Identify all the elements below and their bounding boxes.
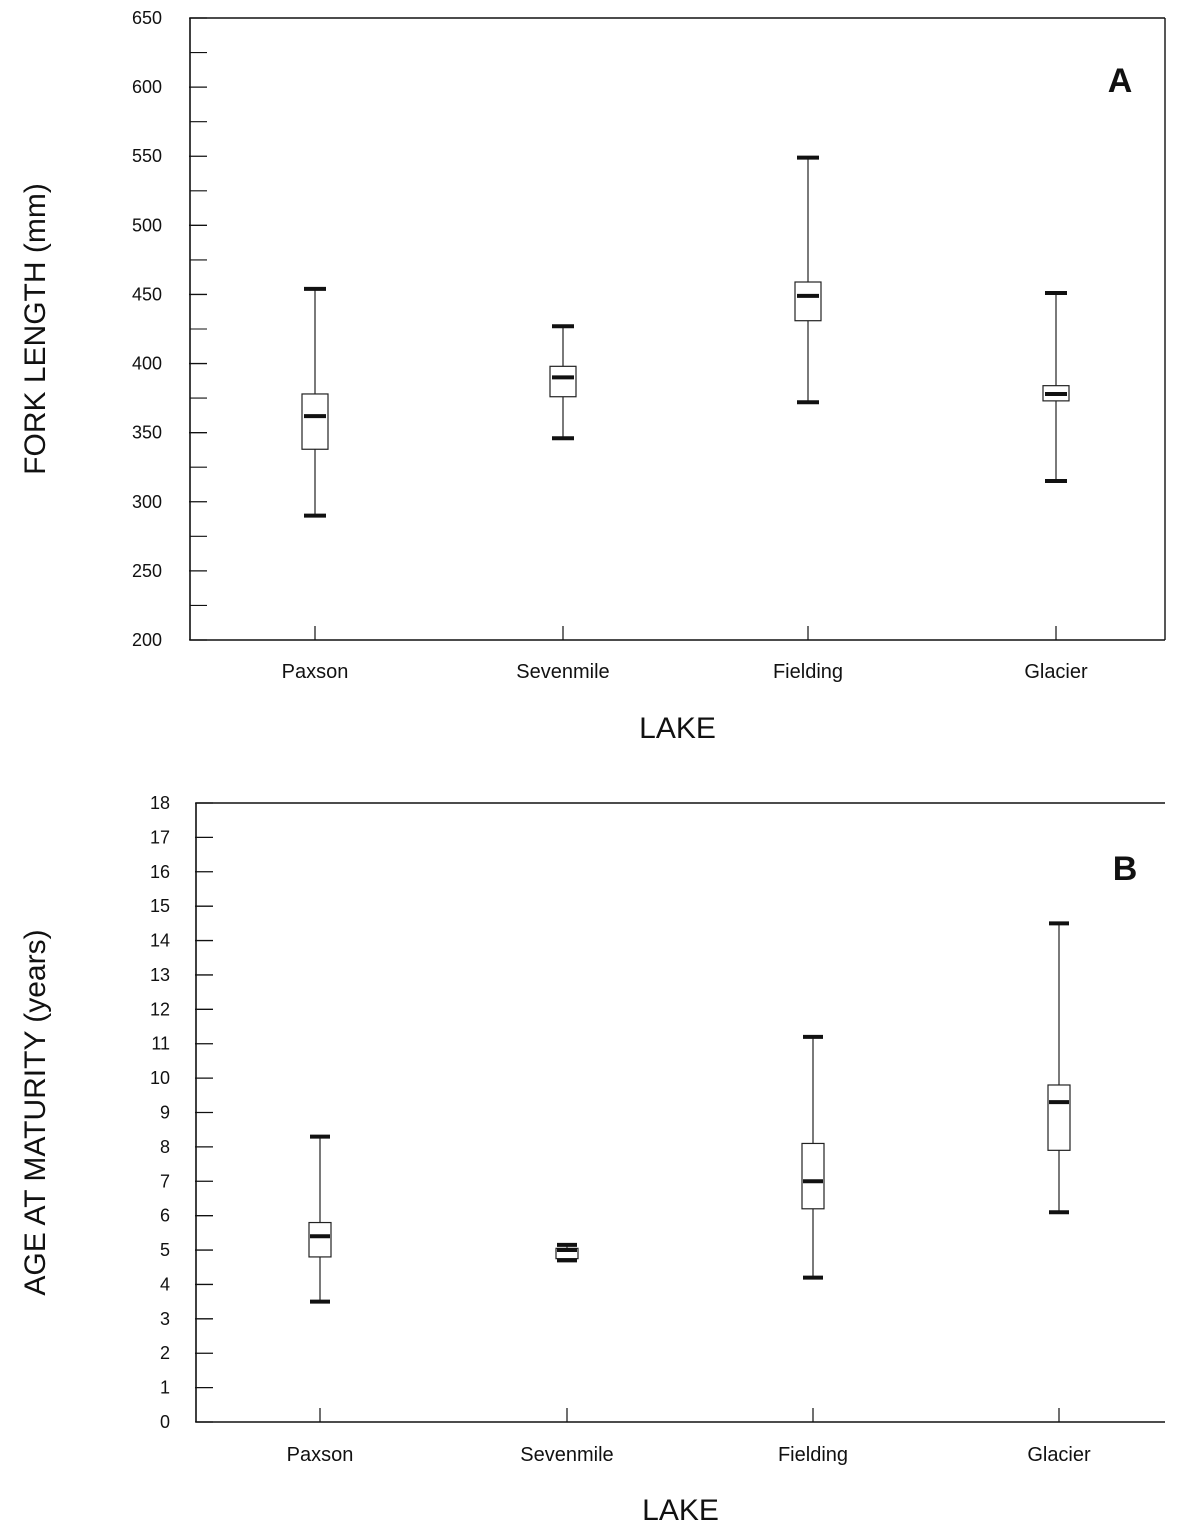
x-category-label: Glacier xyxy=(1024,661,1088,683)
iqr-box xyxy=(301,393,329,450)
y-tick-label: 11 xyxy=(151,1034,170,1054)
y-tick-label: 5 xyxy=(160,1240,170,1260)
panel-label: A xyxy=(1108,62,1133,100)
y-tick-label: 18 xyxy=(150,793,170,813)
x-category-label: Fielding xyxy=(773,661,843,683)
y-tick-label: 2 xyxy=(160,1343,170,1363)
y-tick-label: 10 xyxy=(150,1068,170,1088)
iqr-box xyxy=(794,281,822,322)
y-tick-label: 9 xyxy=(160,1103,170,1123)
y-tick-label: 3 xyxy=(160,1309,170,1329)
y-tick-label: 6 xyxy=(160,1206,170,1226)
y-tick-label: 450 xyxy=(132,284,162,304)
y-tick-label: 0 xyxy=(160,1412,170,1432)
box-fielding xyxy=(794,155,822,405)
x-category-label: Glacier xyxy=(1027,1444,1091,1466)
y-tick-label: 16 xyxy=(150,862,170,882)
y-tick-label: 17 xyxy=(150,827,170,847)
y-tick-label: 650 xyxy=(132,8,162,28)
y-tick-label: 7 xyxy=(160,1171,170,1191)
panel-label: B xyxy=(1113,850,1138,888)
y-tick-label: 200 xyxy=(132,630,162,650)
x-axis-title: LAKE xyxy=(642,1494,719,1527)
y-tick-label: 15 xyxy=(150,896,170,916)
panel-a-fork-length: 200 250 300 350 400 450 500 550 600 650 Paxson Seve… xyxy=(19,8,1166,745)
y-tick-label: 550 xyxy=(132,146,162,166)
y-tick-label: 400 xyxy=(132,354,162,374)
y-axis-title: FORK LENGTH (mm) xyxy=(19,183,52,475)
y-tick-label: 4 xyxy=(160,1274,170,1294)
x-category-label: Fielding xyxy=(778,1444,848,1466)
iqr-box xyxy=(1047,1084,1071,1151)
y-tick-label: 8 xyxy=(160,1137,170,1157)
iqr-box xyxy=(801,1142,825,1210)
y-axis-title: AGE AT MATURITY (years) xyxy=(19,929,52,1295)
box-paxson xyxy=(301,286,329,518)
x-category-label: Sevenmile xyxy=(520,1444,613,1466)
box-sevenmile xyxy=(549,324,577,441)
x-category-label: Paxson xyxy=(287,1444,354,1466)
box-paxson xyxy=(308,1134,332,1304)
x-category-label: Sevenmile xyxy=(516,661,609,683)
y-tick-label: 600 xyxy=(132,77,162,97)
iqr-box xyxy=(549,365,577,398)
y-tick-label: 500 xyxy=(132,215,162,235)
box-sevenmile xyxy=(555,1242,579,1263)
x-category-label: Paxson xyxy=(282,661,349,683)
y-tick-label: 1 xyxy=(160,1378,170,1398)
iqr-box xyxy=(308,1221,332,1258)
y-tick-label: 250 xyxy=(132,561,162,581)
y-tick-label: 350 xyxy=(132,423,162,443)
box-glacier xyxy=(1047,921,1071,1215)
y-tick-label: 300 xyxy=(132,492,162,512)
x-axis-title: LAKE xyxy=(639,712,716,745)
y-tick-label: 13 xyxy=(150,965,170,985)
y-tick-label: 12 xyxy=(150,999,170,1019)
y-tick-label: 14 xyxy=(150,931,170,951)
box-glacier xyxy=(1042,291,1070,484)
box-fielding xyxy=(801,1034,825,1280)
